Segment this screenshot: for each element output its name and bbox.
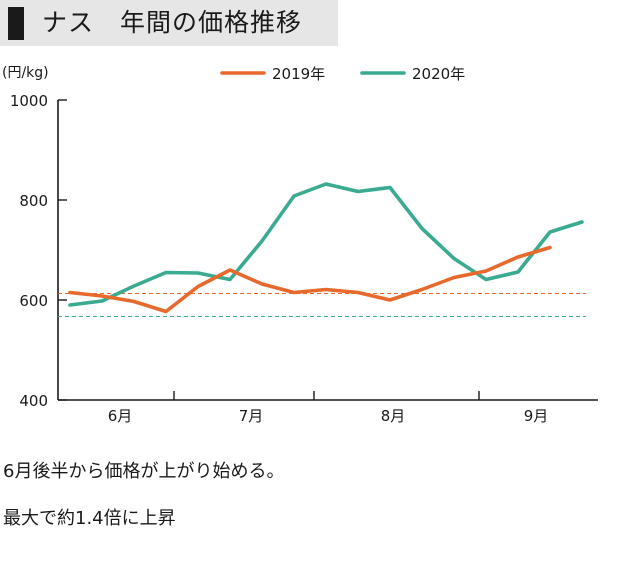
title-marker xyxy=(8,7,24,40)
y-tick-label: 400 xyxy=(19,392,48,410)
chart-title: ナス 年間の価格推移 xyxy=(42,8,303,37)
x-tick-label: 6月 xyxy=(108,407,133,425)
title-bar: ナス 年間の価格推移 xyxy=(0,0,338,46)
series-line xyxy=(68,245,552,314)
legend-label: 2020年 xyxy=(412,65,465,83)
x-tick-label: 9月 xyxy=(524,407,549,425)
caption-line-1: 6月後半から価格が上がり始める。 xyxy=(3,461,285,482)
y-axis-label: (円/kg) xyxy=(2,65,49,81)
caption-line-2: 最大で約1.4倍に上昇 xyxy=(3,508,176,529)
y-tick-label: 600 xyxy=(19,292,48,310)
x-tick-label: 7月 xyxy=(239,407,264,425)
y-tick-label: 1000 xyxy=(10,92,48,110)
series-line xyxy=(68,182,584,307)
y-tick-label: 800 xyxy=(19,192,48,210)
legend-label: 2019年 xyxy=(272,65,325,83)
x-tick-label: 8月 xyxy=(381,407,406,425)
price-chart: 400 600 800 1000 6月 7月 8月 9月 (円/kg) 2019年 2020年 xyxy=(2,65,598,425)
